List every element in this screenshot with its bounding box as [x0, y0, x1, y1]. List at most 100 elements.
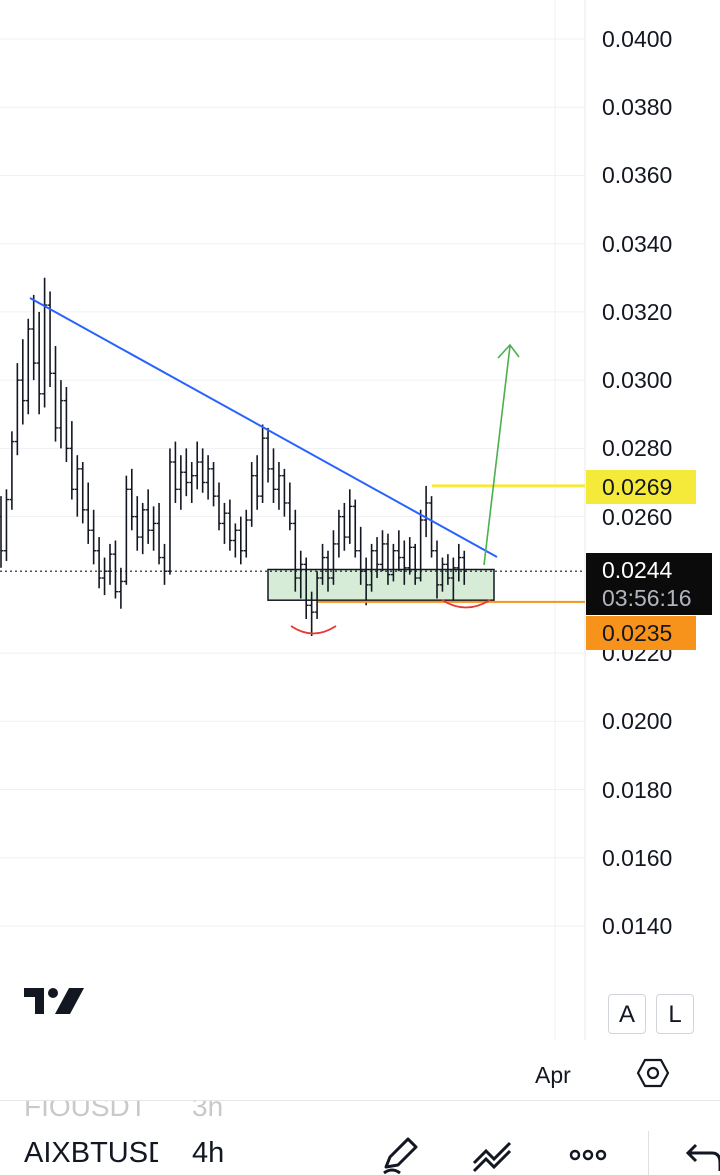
price-chart[interactable]: [0, 0, 720, 1100]
ohlc-bar: [429, 496, 435, 558]
ohlc-bar: [167, 448, 173, 575]
ohlc-bar: [63, 386, 69, 463]
ohlc-bar: [69, 421, 75, 500]
ohlc-bar: [216, 482, 222, 531]
low-marker-left: [290, 625, 337, 635]
ohlc-bar: [74, 455, 80, 517]
ohlc-bar: [14, 363, 20, 456]
price-tick-label: 0.0180: [602, 776, 673, 803]
auto-scale-button[interactable]: A: [608, 994, 646, 1034]
ohlc-bar: [412, 543, 418, 585]
ohlc-bar: [374, 537, 380, 579]
breakout-arrow-shaft: [483, 345, 511, 566]
ohlc-bar: [418, 509, 424, 582]
price-tick-label: 0.0160: [602, 844, 673, 871]
ohlc-bar: [292, 509, 298, 592]
ohlc-bar: [0, 496, 4, 568]
ohlc-bar: [320, 543, 326, 585]
ohlc-bar: [439, 557, 445, 592]
ohlc-bar: [140, 502, 146, 555]
ohlc-bar: [42, 277, 48, 408]
ohlc-bar: [434, 540, 440, 599]
bar-countdown: 03:56:16: [602, 585, 692, 611]
ohlc-bar: [309, 591, 315, 637]
ohlc-bar: [303, 557, 309, 619]
price-tick-label: 0.0380: [602, 94, 673, 121]
ohlc-bar: [380, 530, 385, 572]
ohlc-bar: [123, 475, 129, 585]
ohlc-bar: [227, 499, 233, 551]
ohlc-bar: [91, 509, 97, 565]
ohlc-bar: [450, 557, 456, 602]
ohlc-bar: [9, 431, 15, 510]
ohlc-bar: [330, 530, 336, 585]
ohlc-bar: [238, 516, 244, 565]
price-tick-label: 0.0340: [602, 230, 673, 257]
ohlc-bar: [162, 543, 167, 585]
time-axis-label: Apr: [535, 1062, 571, 1088]
ohlc-bar: [260, 424, 266, 503]
ohlc-bar: [129, 468, 135, 531]
ohlc-bar: [58, 380, 64, 449]
ohlc-bar: [390, 543, 396, 582]
previous-timeframe: 3h: [192, 1100, 224, 1122]
ohlc-bar: [456, 543, 462, 582]
support-price-badge: 0.0235: [586, 616, 696, 650]
ohlc-bar: [151, 506, 157, 551]
ohlc-bar: [53, 346, 58, 442]
toolbar-separator: [648, 1131, 649, 1175]
timeframe-selector[interactable]: 4h: [192, 1137, 225, 1169]
ohlc-bar: [396, 530, 402, 572]
ohlc-bar: [3, 489, 9, 561]
candlestick-series: [0, 277, 467, 637]
ohlc-bar: [325, 550, 331, 592]
bottom-toolbar: FIOUSDT 3h AIXBTUSDT 4h: [0, 1100, 720, 1175]
ohlc-bar: [314, 571, 320, 619]
ohlc-bar: [341, 502, 347, 551]
ohlc-bar: [352, 499, 358, 558]
ohlc-bar: [336, 509, 342, 558]
ohlc-bar: [118, 567, 124, 609]
ohlc-bar: [102, 557, 108, 596]
ohlc-bar: [85, 482, 91, 544]
ohlc-bar: [189, 462, 195, 503]
price-tick-label: 0.0360: [602, 162, 673, 189]
price-tick-label: 0.0320: [602, 298, 673, 325]
trend-lines-icon[interactable]: [470, 1131, 514, 1175]
ohlc-bar: [243, 509, 249, 558]
ohlc-bar: [112, 540, 118, 599]
descending-trendline: [29, 297, 498, 558]
price-tick-label: 0.0300: [602, 367, 673, 394]
resistance-price-badge: 0.0269: [586, 470, 696, 504]
ohlc-bar: [172, 441, 178, 503]
low-marker-right: [441, 599, 491, 609]
ohlc-bar: [265, 427, 271, 483]
hexagon-settings-icon[interactable]: [636, 1056, 670, 1090]
price-tick-label: 0.0400: [602, 26, 673, 52]
log-scale-button[interactable]: L: [656, 994, 694, 1034]
ohlc-bar: [445, 554, 451, 585]
ohlc-bar: [423, 485, 429, 538]
ohlc-bar: [200, 448, 206, 493]
ohlc-bar: [36, 311, 42, 415]
symbol-selector[interactable]: AIXBTUSDT: [24, 1137, 158, 1169]
ohlc-bar: [145, 489, 151, 544]
chart-area[interactable]: 0.0400 0.0380 0.0360 0.0340 0.0320 0.0300 0.02…: [0, 0, 720, 1100]
ohlc-bar: [221, 502, 227, 544]
ohlc-bar: [178, 455, 184, 510]
ohlc-bar: [96, 537, 102, 589]
tradingview-logo[interactable]: [22, 984, 86, 1018]
ohlc-bar: [31, 294, 37, 381]
ohlc-bar: [194, 441, 200, 490]
ohlc-bar: [47, 291, 53, 387]
ohlc-bar: [401, 540, 407, 585]
current-price-value: 0.0244: [602, 557, 673, 583]
ohlc-bar: [205, 455, 211, 500]
undo-icon[interactable]: [682, 1131, 720, 1175]
ohlc-bar: [232, 523, 238, 558]
more-icon[interactable]: [566, 1131, 610, 1175]
ohlc-bar: [107, 543, 113, 585]
ohlc-bar: [347, 489, 353, 544]
pencil-icon[interactable]: [378, 1131, 422, 1175]
ohlc-bar: [276, 462, 282, 510]
